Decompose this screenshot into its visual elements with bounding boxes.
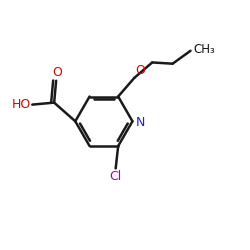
Text: O: O bbox=[136, 64, 145, 76]
Text: Cl: Cl bbox=[110, 170, 122, 183]
Text: O: O bbox=[52, 66, 62, 79]
Text: N: N bbox=[136, 116, 145, 129]
Text: HO: HO bbox=[12, 98, 31, 111]
Text: CH₃: CH₃ bbox=[194, 43, 216, 56]
